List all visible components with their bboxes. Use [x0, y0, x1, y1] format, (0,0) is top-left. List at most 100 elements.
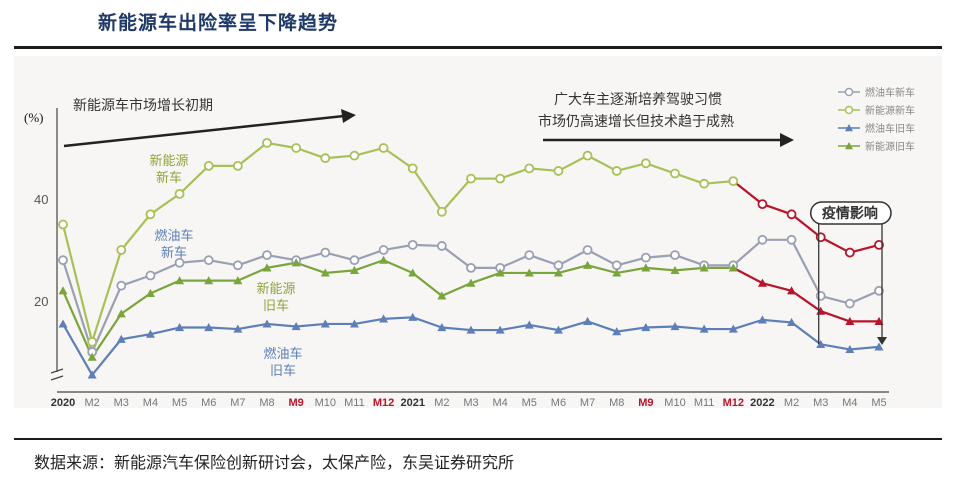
data-point-ice_old [641, 323, 651, 332]
series-line-nev_new [295, 146, 327, 160]
data-point-nev_new [87, 336, 98, 347]
series-line-nev_old [790, 289, 822, 313]
data-point-ice_new [553, 260, 564, 271]
x-tick-label: M3 [114, 397, 129, 409]
series-line-ice_old [615, 326, 647, 333]
data-point-ice_old [408, 312, 418, 321]
series-line-ice_new [819, 294, 851, 305]
series-line-nev_new [732, 180, 764, 206]
series-line-ice_old [557, 320, 589, 332]
x-tick-label: M8 [609, 397, 624, 409]
label-ice-new: 新车 [161, 245, 187, 261]
data-point-ice_old [233, 324, 243, 333]
series-line-nev_new [178, 164, 210, 195]
data-point-ice_new [844, 298, 855, 309]
series-line-ice_new [265, 254, 298, 262]
x-tick-label: M4 [143, 397, 158, 409]
data-point-nev_old [233, 276, 243, 285]
series-line-nev_new [615, 162, 647, 173]
series-line-ice_old [819, 343, 851, 351]
legend-marker [844, 105, 854, 115]
series-line-ice_new [236, 254, 269, 267]
data-point-nev_old [262, 263, 272, 272]
legend-label: 燃油车旧车 [865, 122, 915, 135]
series-line-ice_new [732, 238, 764, 267]
x-tick-label: M5 [871, 397, 886, 409]
series-line-ice_old [761, 318, 793, 324]
data-point-nev_old [320, 268, 330, 277]
series-line-ice_new [353, 248, 385, 262]
series-line-nev_old [615, 266, 647, 275]
data-point-nev_old [524, 268, 534, 277]
data-point-nev_old [553, 268, 563, 277]
data-point-nev_new [582, 150, 593, 161]
covid-label: 疫情影响 [822, 205, 878, 222]
series-line-ice_new [61, 259, 94, 354]
series-line-nev_old [382, 259, 414, 275]
y-tick-label: 20 [34, 294, 48, 309]
series-line-ice_old [673, 325, 706, 331]
source-note: 数据来源：新能源汽车保险创新研讨会，太保产险，东吴证券研究所 [34, 453, 515, 472]
data-point-ice_old [262, 319, 272, 328]
series-line-ice_new [499, 254, 531, 269]
series-line-nev_new [819, 236, 851, 254]
data-point-ice_new [466, 262, 476, 273]
data-point-nev_new [349, 150, 360, 161]
series-line-nev_old [61, 289, 94, 359]
series-line-nev_new [761, 203, 793, 216]
data-point-nev_new [145, 209, 156, 220]
series-line-nev_old [732, 266, 764, 285]
data-point-ice_old [583, 316, 593, 325]
series-line-ice_old [586, 320, 618, 333]
chart-axes [50, 108, 889, 393]
series-line-nev_new [411, 167, 443, 213]
x-tick-label: M3 [813, 397, 828, 409]
chart-labels: (%) 20 40 2020 M2 M3 M4 M5 M6 M7 M8 M9 M10 M11 M12 2021… [24, 86, 915, 409]
data-point-ice_new [116, 280, 127, 291]
data-point-ice_old [145, 329, 155, 338]
chart-background [14, 56, 942, 408]
data-point-ice_new [582, 245, 593, 255]
data-point-ice_old [87, 370, 97, 379]
data-point-ice_old [466, 325, 476, 334]
data-point-nev_new [291, 143, 302, 153]
series-line-ice_old [528, 323, 560, 332]
data-point-nev_new [116, 245, 127, 255]
label-ice-old: 旧车 [270, 363, 296, 379]
data-point-nev_new [553, 166, 564, 176]
series-line-ice_old [61, 322, 94, 377]
x-tick-label: M9 [638, 397, 653, 409]
series-line-nev_new [149, 192, 181, 216]
data-point-ice_old [349, 319, 359, 328]
covid-arrow-head [877, 337, 887, 345]
data-point-ice_old [175, 323, 185, 332]
series-line-nev_old [149, 279, 181, 295]
data-point-nev_old [495, 268, 505, 277]
series-line-ice_new [120, 274, 152, 287]
series-line-nev_new [499, 167, 531, 180]
series-line-ice_old [411, 316, 443, 329]
data-point-ice_old [58, 319, 68, 328]
top-rule [14, 46, 942, 49]
data-point-nev_old [845, 316, 855, 325]
data-point-nev_new [436, 206, 447, 217]
annotation-phase1: 新能源车市场增长初期 [73, 97, 213, 114]
data-point-ice_old [612, 327, 622, 336]
series-line-nev_new [382, 146, 414, 170]
data-point-ice_old [787, 317, 797, 327]
data-point-ice_new [815, 290, 826, 301]
series-line-ice_old [120, 333, 152, 341]
series-line-ice_old [353, 317, 385, 326]
y-tick-label: 40 [34, 192, 48, 207]
data-point-nev_old [175, 276, 185, 285]
x-tick-label: M5 [172, 397, 187, 409]
page-title: 新能源车出险率呈下降趋势 [98, 12, 339, 34]
series-line-ice_old [440, 326, 473, 332]
series-line-nev_new [848, 243, 881, 254]
data-point-nev_new [58, 219, 68, 230]
phase1-arrow-head [341, 109, 356, 123]
annotation-phase2-line2: 市场仍高速增长但技术趋于成熟 [538, 113, 734, 130]
series-line-ice_old [790, 321, 822, 346]
data-point-ice_new [524, 250, 535, 261]
data-point-nev_new [203, 160, 214, 171]
